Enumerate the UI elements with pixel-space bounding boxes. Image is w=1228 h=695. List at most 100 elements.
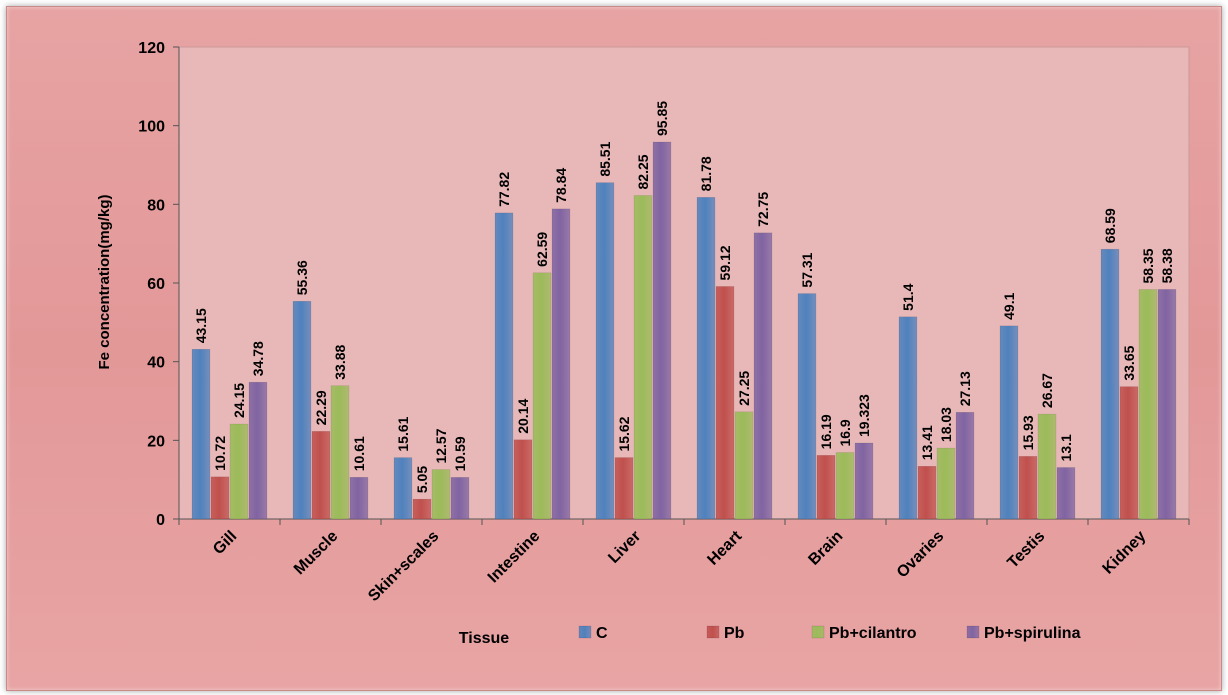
bar xyxy=(1018,456,1038,520)
bar-chart: 0 20 40 60 80 100 120 Gill Muscle Skin+scales Int… xyxy=(96,40,1190,647)
data-label: 13.41 xyxy=(919,425,935,460)
data-label: 49.1 xyxy=(1001,292,1017,319)
data-label: 82.25 xyxy=(635,154,651,189)
bar xyxy=(652,141,672,520)
data-label: 78.84 xyxy=(553,168,569,203)
x-category-label: Skin+scales xyxy=(365,528,442,605)
bar xyxy=(797,293,817,520)
data-label: 43.15 xyxy=(193,308,209,343)
data-label: 68.59 xyxy=(1102,208,1118,243)
y-tick-label: 100 xyxy=(138,119,165,136)
x-category-label: Brain xyxy=(805,528,846,569)
bar xyxy=(999,325,1019,520)
x-category-label: Kidney xyxy=(1100,528,1150,578)
y-tick-label: 40 xyxy=(147,355,165,372)
bar xyxy=(614,457,634,520)
bar xyxy=(292,301,312,520)
bar xyxy=(1119,386,1139,520)
bar xyxy=(595,182,615,520)
data-label: 16.9 xyxy=(837,419,853,446)
data-label: 95.85 xyxy=(654,101,670,136)
bar xyxy=(753,232,773,520)
bar xyxy=(532,272,552,520)
data-label: 33.88 xyxy=(332,344,348,379)
bar xyxy=(248,381,268,520)
bar xyxy=(1138,289,1158,520)
bar xyxy=(311,431,331,520)
bar xyxy=(412,498,432,520)
y-tick-label: 0 xyxy=(156,512,165,529)
data-label: 58.35 xyxy=(1140,248,1156,283)
bar xyxy=(936,447,956,520)
data-label: 59.12 xyxy=(717,245,733,280)
data-label: 77.82 xyxy=(496,172,512,207)
bar xyxy=(393,457,413,520)
bar xyxy=(898,316,918,520)
data-label: 33.65 xyxy=(1121,345,1137,380)
legend-label: Pb+cilantro xyxy=(829,625,917,642)
data-label: 51.4 xyxy=(900,283,916,310)
bar xyxy=(450,477,470,520)
data-label: 18.03 xyxy=(938,407,954,442)
x-category-label: Liver xyxy=(605,528,644,567)
data-label: 72.75 xyxy=(755,192,771,227)
x-axis-title: Tissue xyxy=(459,630,510,647)
data-label: 12.57 xyxy=(433,428,449,463)
data-label: 22.29 xyxy=(313,390,329,425)
x-category-label: Muscle xyxy=(291,528,341,578)
y-tick-label: 20 xyxy=(147,433,165,450)
legend-label: C xyxy=(596,625,608,642)
bar xyxy=(917,466,937,520)
legend-swatch xyxy=(966,625,980,639)
data-label: 34.78 xyxy=(250,341,266,376)
bar xyxy=(633,195,653,520)
bar xyxy=(1037,413,1057,520)
bar xyxy=(1100,248,1120,520)
bar xyxy=(229,423,249,520)
bar xyxy=(1056,467,1076,520)
data-label: 10.72 xyxy=(212,436,228,471)
data-label: 10.59 xyxy=(452,436,468,471)
legend-swatch xyxy=(811,625,825,639)
data-label: 15.62 xyxy=(616,416,632,451)
bar xyxy=(816,455,836,520)
legend-label: Pb xyxy=(724,625,745,642)
bar xyxy=(696,197,716,520)
bar xyxy=(349,477,369,520)
bar xyxy=(494,212,514,520)
data-label: 16.19 xyxy=(818,414,834,449)
y-axis: 0 20 40 60 80 100 120 xyxy=(138,40,180,529)
bar xyxy=(854,442,874,520)
y-tick-label: 80 xyxy=(147,197,165,214)
data-label: 57.31 xyxy=(799,252,815,287)
data-label: 27.13 xyxy=(957,371,973,406)
legend: C Pb Pb+cilantro Pb+spirulina xyxy=(578,625,1081,642)
plot-area xyxy=(178,46,1190,520)
x-axis: Gill Muscle Skin+scales Intestine Liver Heart… xyxy=(178,518,1190,605)
data-label: 24.15 xyxy=(231,383,247,418)
x-category-label: Gill xyxy=(210,528,240,558)
bar xyxy=(715,286,735,520)
y-tick-label: 60 xyxy=(147,276,165,293)
chart-frame: 0 20 40 60 80 100 120 Gill Muscle Skin+scales Int… xyxy=(6,6,1222,691)
data-label: 15.93 xyxy=(1020,415,1036,450)
bar xyxy=(835,452,855,520)
bar xyxy=(191,349,211,520)
bar xyxy=(955,412,975,520)
bar xyxy=(513,439,533,520)
bar xyxy=(551,208,571,520)
x-category-label: Intestine xyxy=(485,528,544,587)
y-axis-title: Fe concentration(mg/kg) xyxy=(96,194,113,369)
data-label: 27.25 xyxy=(736,371,752,406)
data-label: 15.61 xyxy=(395,416,411,451)
data-label: 85.51 xyxy=(597,141,613,176)
data-label: 19.323 xyxy=(856,394,872,437)
x-category-label: Heart xyxy=(704,527,745,568)
legend-swatch xyxy=(706,625,720,639)
data-label: 13.1 xyxy=(1058,434,1074,461)
bar xyxy=(330,385,350,520)
legend-swatch xyxy=(578,625,592,639)
bars xyxy=(191,141,1177,520)
legend-label: Pb+spirulina xyxy=(984,625,1081,642)
